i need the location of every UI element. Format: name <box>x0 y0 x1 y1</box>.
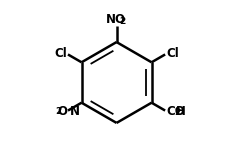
Text: 2: 2 <box>120 17 126 26</box>
Text: 2: 2 <box>174 108 180 116</box>
Text: H: H <box>176 105 186 117</box>
Text: O: O <box>57 105 67 117</box>
Text: N: N <box>70 105 80 117</box>
Text: 2: 2 <box>55 107 61 116</box>
Text: Cl: Cl <box>54 47 67 60</box>
Text: CO: CO <box>166 105 185 117</box>
Text: NO: NO <box>106 13 126 26</box>
Text: Cl: Cl <box>166 47 179 60</box>
